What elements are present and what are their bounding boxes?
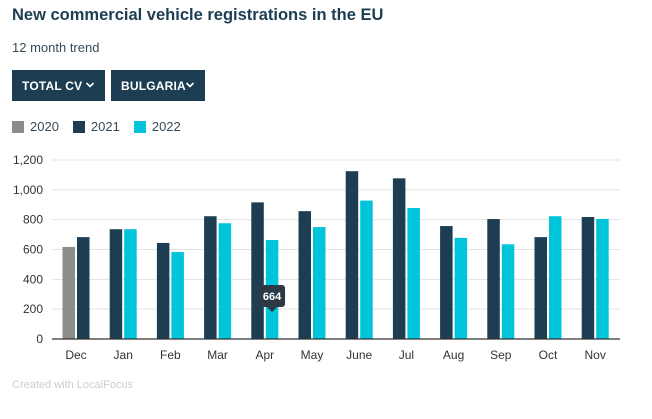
bar-2021-mar[interactable]: [204, 216, 217, 339]
bar-chart: 0 200 400 600 800 1,000 1,200 Dec Jan Feb Mar Apr Ma…: [13, 153, 620, 362]
x-tick-label: June: [346, 348, 372, 362]
tooltip-pointer: [267, 307, 278, 312]
tooltip-box: [259, 285, 286, 307]
y-tick-label: 0: [36, 332, 43, 346]
y-tick-label: 200: [23, 302, 43, 316]
bar-2021-jan[interactable]: [109, 229, 123, 339]
y-tick-label: 1,200: [13, 153, 43, 167]
x-tick-label: Apr: [255, 348, 274, 362]
country-dropdown[interactable]: BULGARIA: [111, 70, 205, 101]
bar-2021-june[interactable]: [345, 171, 359, 339]
legend-label-2021: 2021: [90, 119, 120, 134]
y-tick-label: 600: [23, 243, 43, 257]
tooltip-value: 664: [263, 291, 282, 303]
x-tick-label: Feb: [160, 348, 181, 362]
bar-2021-jul[interactable]: [392, 178, 406, 339]
x-tick-label: Jul: [399, 348, 414, 362]
chart-legend: 2020 2021 2022: [12, 119, 195, 134]
x-tick-label: Nov: [585, 348, 606, 362]
x-tick-label: Oct: [539, 348, 558, 362]
x-tick-label: Jan: [114, 348, 133, 362]
bar-2021-dec[interactable]: [77, 237, 90, 339]
legend-swatch-2020: [12, 120, 24, 133]
bar-2022-aug[interactable]: [454, 237, 468, 339]
y-tick-label: 800: [23, 213, 43, 227]
vehicle-type-label: TOTAL CV: [22, 78, 83, 93]
x-tick-label: May: [301, 348, 324, 362]
legend-item-2020[interactable]: 2020: [12, 119, 59, 134]
x-tick-label: Mar: [207, 348, 228, 362]
bar-2022-sep[interactable]: [501, 244, 515, 339]
y-tick-label: 400: [23, 272, 43, 286]
bar-2022-mar[interactable]: [218, 223, 232, 339]
bar-2021-aug[interactable]: [440, 226, 453, 339]
chevron-down-icon: [185, 82, 195, 88]
legend-swatch-2021: [72, 120, 85, 133]
bar-2022-june[interactable]: [360, 200, 373, 339]
legend-label-2020: 2020: [30, 119, 59, 134]
bar-2022-may[interactable]: [313, 227, 326, 339]
chevron-down-icon: [85, 82, 95, 88]
bar-2022-jul[interactable]: [407, 208, 420, 339]
bar-2021-oct[interactable]: [534, 237, 548, 339]
vehicle-type-dropdown[interactable]: TOTAL CV: [12, 70, 105, 101]
bar-2021-feb[interactable]: [156, 242, 170, 339]
legend-item-2022[interactable]: 2022: [133, 119, 181, 134]
bar-2022-jan[interactable]: [124, 229, 137, 339]
legend-label-2022: 2022: [151, 119, 181, 134]
bar-2022-feb[interactable]: [171, 252, 184, 339]
country-label: BULGARIA: [121, 78, 186, 93]
chart-title: New commercial vehicle registrations in …: [12, 6, 384, 24]
bar-2021-nov[interactable]: [581, 216, 595, 339]
bar-2022-oct[interactable]: [549, 216, 562, 339]
bar-2021-apr[interactable]: [251, 202, 264, 339]
bar-2020-dec[interactable]: [62, 246, 76, 339]
y-tick-label: 1,000: [13, 183, 43, 197]
x-tick-label: Sep: [490, 348, 512, 362]
bar-2021-sep[interactable]: [487, 219, 500, 339]
chart-subtitle: 12 month trend: [12, 40, 100, 55]
credit-text[interactable]: Created with LocalFocus: [12, 379, 134, 391]
x-tick-label: Dec: [65, 348, 86, 362]
legend-item-2021[interactable]: 2021: [72, 119, 120, 134]
bar-2022-nov[interactable]: [596, 218, 609, 339]
x-tick-label: Aug: [443, 348, 464, 362]
legend-swatch-2022: [133, 120, 146, 133]
bar-2021-may[interactable]: [298, 211, 312, 339]
